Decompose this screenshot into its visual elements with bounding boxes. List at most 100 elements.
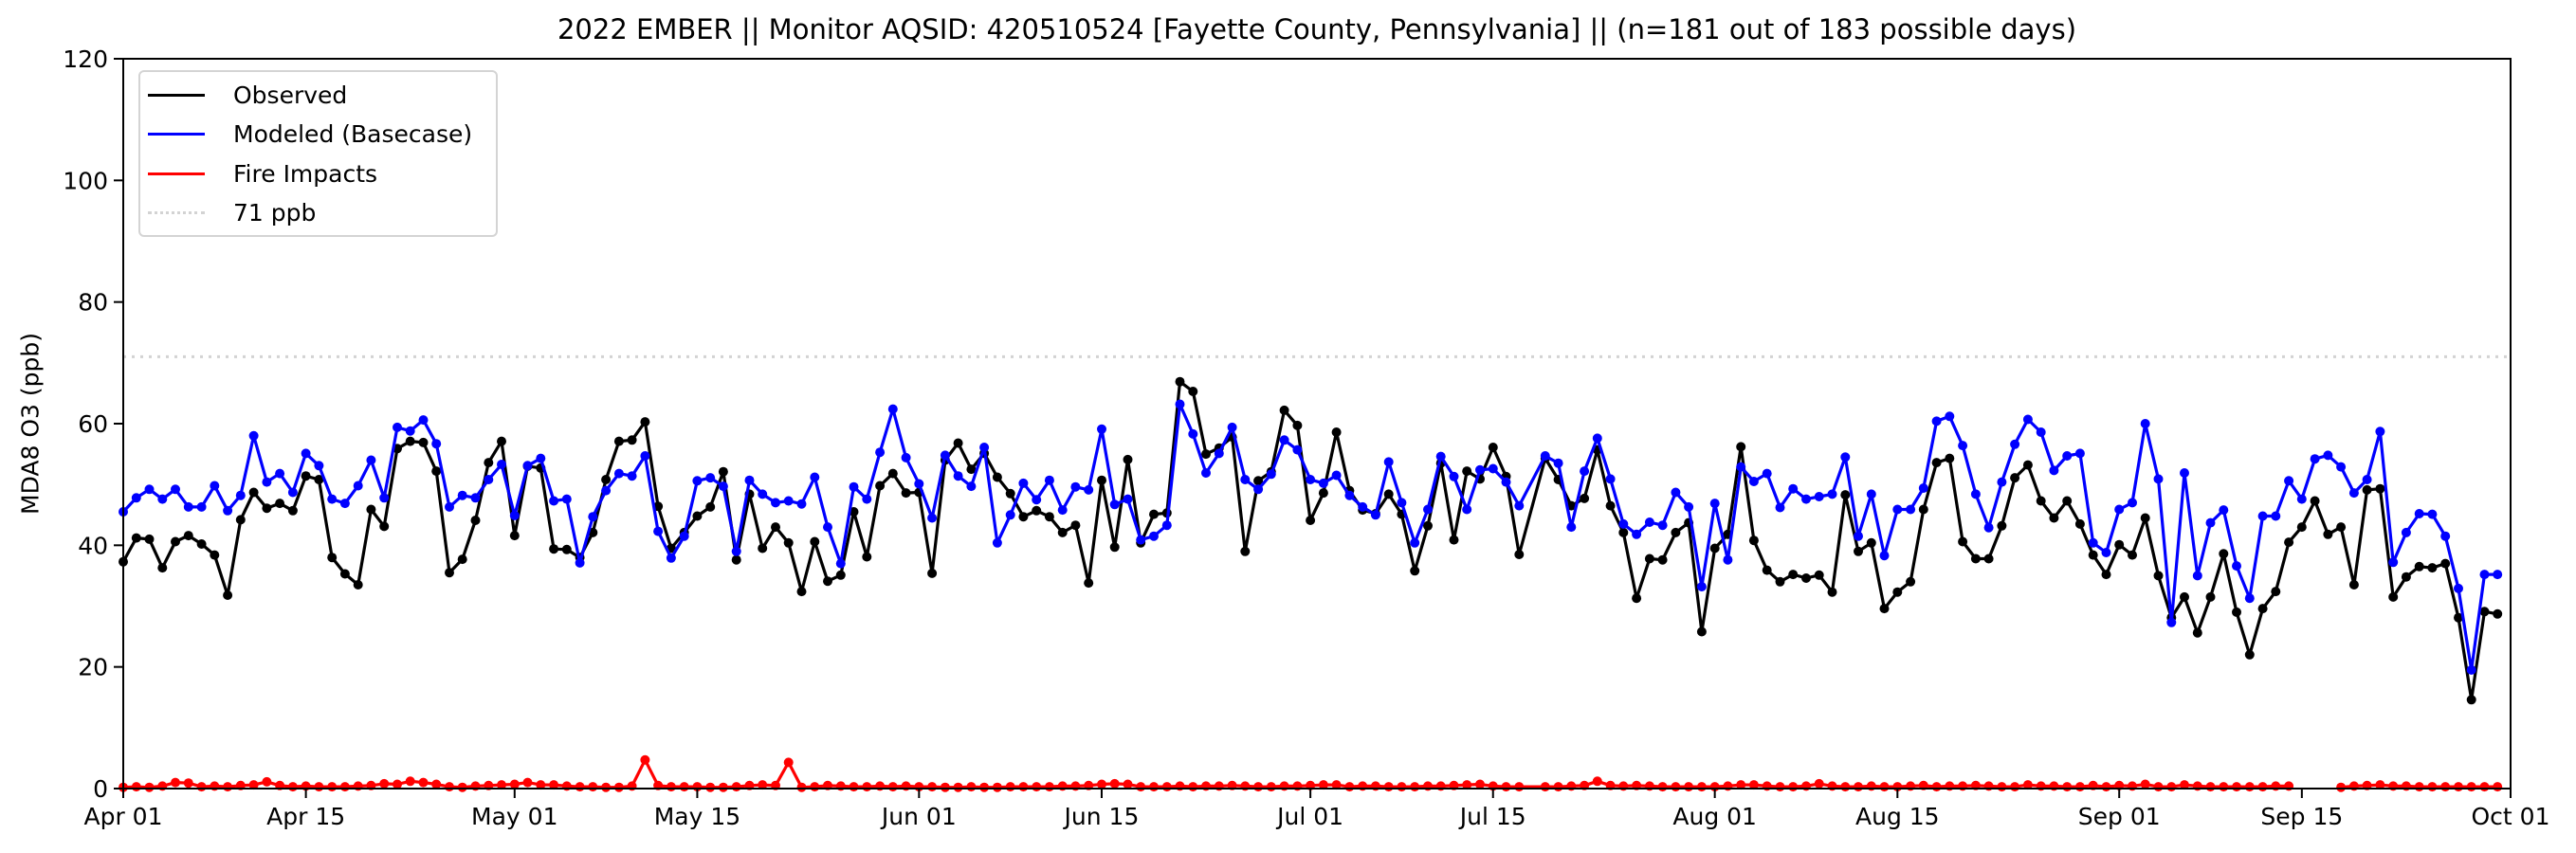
data-point bbox=[314, 461, 324, 471]
y-tick-label: 60 bbox=[78, 410, 108, 438]
data-point bbox=[718, 782, 728, 792]
data-point bbox=[2140, 513, 2150, 523]
data-point bbox=[1566, 522, 1577, 533]
data-point bbox=[131, 533, 141, 543]
data-point bbox=[1840, 452, 1851, 463]
data-point bbox=[1906, 576, 1916, 587]
data-point bbox=[2232, 561, 2241, 572]
data-point bbox=[1005, 510, 1015, 520]
data-point bbox=[536, 780, 546, 790]
data-point bbox=[379, 521, 390, 532]
data-point bbox=[953, 782, 963, 792]
data-point bbox=[2388, 557, 2399, 568]
data-point bbox=[1762, 565, 1772, 575]
data-point bbox=[2062, 782, 2073, 792]
data-point bbox=[275, 468, 285, 479]
data-point bbox=[2466, 664, 2476, 675]
data-point bbox=[2375, 483, 2385, 494]
data-point bbox=[1931, 458, 1942, 468]
data-point bbox=[862, 552, 872, 562]
data-point bbox=[1605, 474, 1616, 484]
data-point bbox=[2232, 607, 2241, 617]
data-point bbox=[1748, 477, 1759, 486]
data-point bbox=[183, 531, 193, 541]
data-point bbox=[887, 468, 898, 479]
data-point bbox=[445, 782, 454, 792]
data-point bbox=[561, 544, 572, 554]
data-point bbox=[1370, 510, 1380, 520]
data-point bbox=[1032, 782, 1042, 792]
data-point bbox=[640, 417, 650, 427]
data-point bbox=[1240, 546, 1251, 556]
data-point bbox=[1879, 604, 1890, 614]
data-point bbox=[966, 782, 977, 792]
data-point bbox=[2022, 460, 2033, 470]
data-point bbox=[1318, 478, 1328, 488]
data-point bbox=[796, 499, 807, 509]
data-point bbox=[2257, 782, 2268, 792]
data-point bbox=[2219, 505, 2229, 516]
data-point bbox=[1149, 531, 1159, 541]
data-point bbox=[1423, 504, 1433, 515]
data-point bbox=[366, 455, 376, 465]
data-point bbox=[1084, 578, 1094, 589]
data-point bbox=[1827, 489, 1837, 499]
data-point bbox=[484, 475, 494, 484]
data-point bbox=[1044, 782, 1054, 792]
y-tick-label: 0 bbox=[93, 775, 108, 803]
data-point bbox=[1136, 535, 1146, 545]
data-point bbox=[1684, 782, 1694, 792]
data-point bbox=[210, 481, 220, 491]
data-point bbox=[549, 780, 559, 790]
data-point bbox=[1032, 505, 1042, 516]
data-point bbox=[183, 778, 193, 789]
series-line bbox=[121, 402, 2498, 672]
data-point bbox=[1775, 782, 1785, 792]
x-tick-label: Jun 01 bbox=[880, 803, 957, 830]
data-point bbox=[2219, 782, 2229, 792]
data-point bbox=[418, 777, 429, 788]
data-point bbox=[2074, 518, 2085, 529]
data-point bbox=[1044, 475, 1054, 485]
data-point bbox=[275, 499, 285, 509]
data-point bbox=[1736, 442, 1746, 452]
data-point bbox=[953, 438, 963, 448]
data-point bbox=[927, 568, 938, 578]
data-point bbox=[1514, 500, 1525, 511]
data-point bbox=[405, 426, 415, 436]
data-point bbox=[1945, 411, 1955, 422]
data-point bbox=[366, 504, 376, 515]
data-point bbox=[2454, 782, 2463, 792]
legend-swatch-observed bbox=[148, 93, 205, 97]
data-point bbox=[1358, 501, 1368, 512]
data-point bbox=[1175, 399, 1185, 409]
data-point bbox=[1775, 502, 1785, 513]
data-point bbox=[1397, 498, 1407, 508]
data-point bbox=[1906, 504, 1916, 515]
data-point bbox=[613, 468, 624, 479]
data-point bbox=[1084, 484, 1094, 495]
data-point bbox=[1435, 451, 1446, 462]
data-point bbox=[248, 487, 259, 498]
data-point bbox=[1879, 551, 1890, 561]
data-point bbox=[1866, 537, 1876, 548]
data-point bbox=[301, 448, 311, 459]
data-point bbox=[2336, 522, 2347, 533]
data-point bbox=[758, 543, 768, 554]
data-point bbox=[1057, 527, 1068, 537]
data-point bbox=[849, 782, 859, 792]
data-point bbox=[1240, 475, 1251, 484]
data-point bbox=[2153, 571, 2164, 581]
data-point bbox=[953, 471, 963, 481]
data-point bbox=[1318, 780, 1328, 790]
data-point bbox=[1214, 448, 1224, 459]
data-point bbox=[640, 451, 650, 461]
data-point bbox=[1449, 535, 1459, 545]
data-point bbox=[1109, 542, 1120, 553]
data-point bbox=[2493, 782, 2503, 792]
data-point bbox=[875, 447, 886, 458]
data-point bbox=[2401, 527, 2411, 537]
data-point bbox=[2074, 782, 2085, 792]
data-point bbox=[588, 512, 598, 522]
data-point bbox=[2036, 427, 2046, 437]
